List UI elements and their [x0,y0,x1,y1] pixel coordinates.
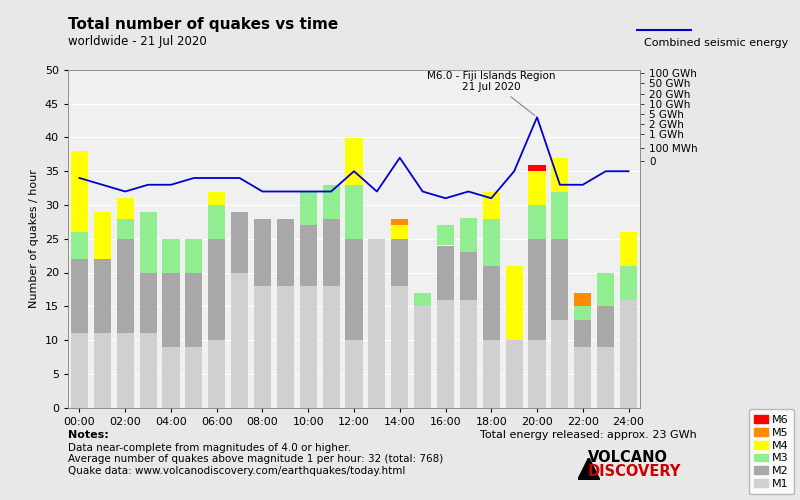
Bar [71,333,88,407]
Bar [117,218,134,239]
Bar [346,184,362,239]
Bar [574,306,591,320]
Y-axis label: Number of quakes / hour: Number of quakes / hour [30,170,39,308]
Bar [551,320,569,408]
Bar [277,286,294,408]
Bar [208,205,226,239]
Bar [186,347,202,408]
Bar [391,239,408,286]
Bar [186,272,202,347]
Bar [139,333,157,407]
Bar [482,340,500,407]
Bar [529,340,546,407]
Bar [300,286,317,408]
Bar [506,266,522,340]
Bar [94,333,111,407]
Bar [529,239,546,340]
Bar [551,192,569,239]
Bar [139,212,157,272]
Bar [162,238,179,272]
Bar [368,239,386,408]
Text: VOLCANO: VOLCANO [588,450,668,466]
Text: Data near-complete from magnitudes of 4.0 or higher.: Data near-complete from magnitudes of 4.… [68,443,351,453]
Bar [482,266,500,340]
Bar [117,239,134,333]
Text: M6.0 - Fiji Islands Region
21 Jul 2020: M6.0 - Fiji Islands Region 21 Jul 2020 [427,70,555,116]
Bar [597,272,614,306]
Bar [254,218,271,286]
Bar [460,300,477,408]
Bar [300,192,317,225]
Text: DISCOVERY: DISCOVERY [588,464,682,479]
Bar [574,320,591,347]
Bar [529,205,546,239]
Bar [162,272,179,347]
Bar [186,238,202,272]
Bar [231,272,248,407]
Bar [139,272,157,333]
Bar [482,192,500,218]
Text: Total energy released: approx. 23 GWh: Total energy released: approx. 23 GWh [480,430,697,440]
Bar [322,286,340,408]
Bar [551,239,569,320]
Bar [391,225,408,239]
Text: Notes:: Notes: [68,430,109,440]
Polygon shape [578,458,600,480]
Bar [574,292,591,306]
Bar [414,292,431,306]
Bar [346,138,362,184]
Bar [529,164,546,171]
Bar [414,306,431,408]
Bar [322,218,340,286]
Bar [437,246,454,300]
Bar [391,218,408,225]
Text: Combined seismic energy: Combined seismic energy [644,38,788,48]
Text: Total number of quakes vs time: Total number of quakes vs time [68,18,338,32]
Bar [391,286,408,408]
Text: worldwide - 21 Jul 2020: worldwide - 21 Jul 2020 [68,34,206,48]
Bar [322,184,340,218]
Bar [254,286,271,408]
Bar [620,300,637,408]
Bar [208,192,226,205]
Bar [71,259,88,333]
Bar [231,212,248,272]
Bar [346,239,362,340]
Bar [71,232,88,259]
Bar [574,347,591,408]
Text: Quake data: www.volcanodiscovery.com/earthquakes/today.html: Quake data: www.volcanodiscovery.com/ear… [68,466,406,476]
Bar [117,198,134,218]
Bar [597,347,614,408]
Bar [71,151,88,232]
Bar [94,259,111,333]
Bar [460,218,477,252]
Text: Average number of quakes above magnitude 1 per hour: 32 (total: 768): Average number of quakes above magnitude… [68,454,443,464]
Bar [300,225,317,286]
Bar [162,347,179,408]
Bar [529,171,546,205]
Bar [117,333,134,407]
Bar [437,225,454,246]
Bar [620,232,637,266]
Bar [460,252,477,300]
Bar [277,218,294,286]
Legend: M6, M5, M4, M3, M2, M1: M6, M5, M4, M3, M2, M1 [749,410,794,494]
Bar [208,340,226,407]
Bar [346,340,362,407]
Bar [208,239,226,340]
Bar [620,266,637,300]
Bar [551,158,569,192]
Bar [597,306,614,347]
Bar [506,340,522,407]
Bar [437,300,454,408]
Bar [94,212,111,259]
Bar [482,218,500,266]
